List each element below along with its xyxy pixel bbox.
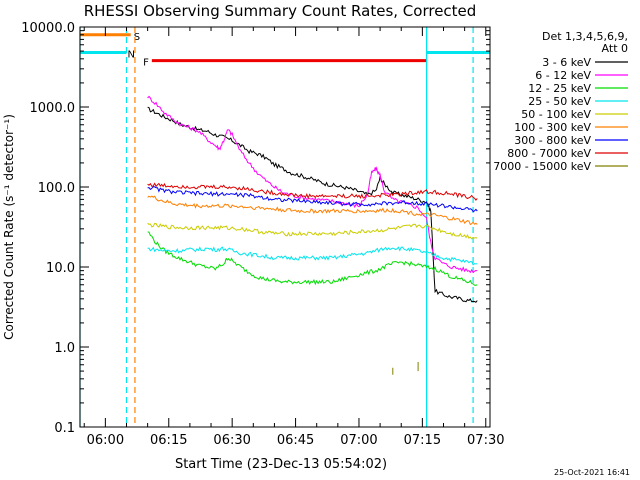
series-line-3 — [147, 246, 478, 266]
chart-title: RHESSI Observing Summary Count Rates, Co… — [84, 2, 477, 20]
series-line-8 — [392, 362, 419, 375]
y-tick-label-0: 10000.0 — [21, 21, 75, 36]
series-line-5 — [147, 195, 478, 226]
x-tick-label-1: 06:15 — [150, 433, 187, 448]
x-tick-label-0: 06:00 — [87, 433, 124, 448]
x-tick-label-6: 07:30 — [467, 433, 504, 448]
series-line-6 — [147, 186, 478, 213]
legend-header-line-2: Att 0 — [602, 42, 628, 55]
legend-label-4: 50 - 100 keV — [521, 108, 591, 121]
y-tick-label-3: 10.0 — [46, 261, 75, 276]
series-line-2 — [147, 231, 478, 286]
y-tick-label-4: 1.0 — [54, 341, 75, 356]
x-tick-label-3: 06:45 — [277, 433, 314, 448]
legend-label-6: 300 - 800 keV — [514, 134, 591, 147]
axes: 10000.0 1000.0 100.0 10.0 1.0 0.1 06:00 06:15 06… — [21, 21, 504, 448]
legend-label-2: 12 - 25 keV — [528, 82, 591, 95]
footer-timestamp: 25-Oct-2021 16:41 — [554, 468, 630, 477]
legend-label-0: 3 - 6 keV — [542, 56, 591, 69]
legend-label-5: 100 - 300 keV — [514, 121, 591, 134]
series-line-4 — [147, 222, 478, 240]
y-axis-label: Corrected Count Rate (s⁻¹ detector⁻¹) — [2, 114, 16, 340]
x-tick-label-5: 07:15 — [404, 433, 441, 448]
series-line-7 — [147, 182, 478, 201]
legend-label-7: 800 - 7000 keV — [507, 147, 591, 160]
band-label-S: S — [134, 32, 140, 43]
band-label-N: N — [127, 50, 134, 61]
series-lines — [147, 95, 478, 375]
band-label-F: F — [143, 58, 149, 69]
y-tick-label-5: 0.1 — [54, 421, 75, 436]
y-tick-label-1: 1000.0 — [30, 101, 76, 116]
x-tick-label-2: 06:30 — [213, 433, 250, 448]
legend-label-1: 6 - 12 keV — [535, 69, 591, 82]
legend-label-3: 25 - 50 keV — [528, 95, 591, 108]
x-axis-label: Start Time (23-Dec-13 05:54:02) — [175, 457, 387, 472]
legend-header-line-1: Det 1,3,4,5,6,9, — [542, 30, 628, 43]
y-tick-label-2: 100.0 — [38, 181, 75, 196]
legend-label-8: 7000 - 15000 keV — [493, 160, 591, 173]
attenuator-bands: S FN — [80, 32, 490, 69]
x-tick-label-4: 07:00 — [340, 433, 377, 448]
axes-frame — [79, 26, 491, 428]
